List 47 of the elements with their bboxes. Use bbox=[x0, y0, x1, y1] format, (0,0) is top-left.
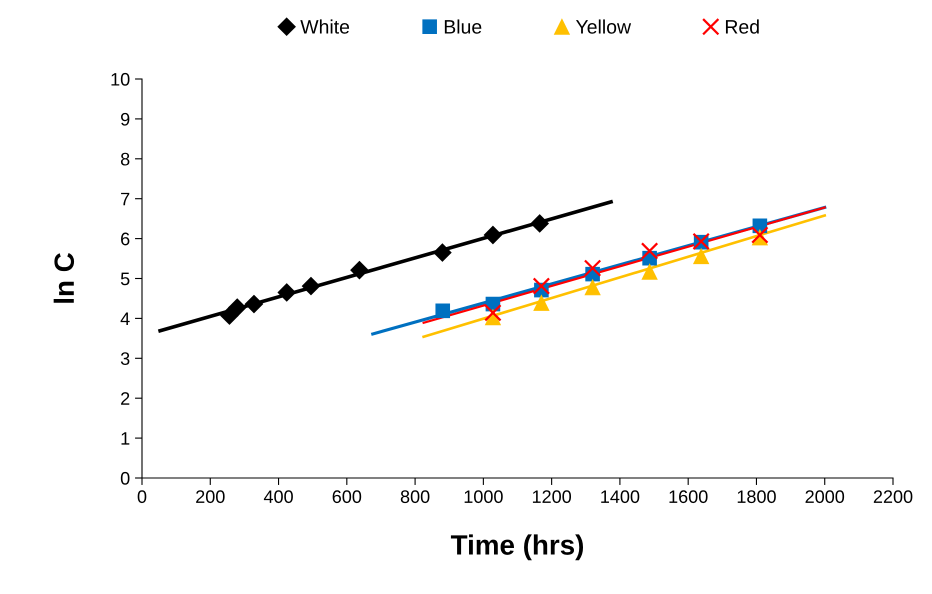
legend-label: White bbox=[300, 19, 350, 34]
x-axis-title: Time (hrs) bbox=[450, 534, 584, 560]
point bbox=[532, 277, 550, 295]
y-tick-label: 9 bbox=[121, 112, 130, 126]
x-tick-label: 2200 bbox=[874, 490, 912, 504]
point bbox=[278, 283, 296, 302]
x-tick-label: 400 bbox=[264, 490, 293, 504]
point bbox=[584, 279, 601, 296]
y-tick-label: 8 bbox=[120, 152, 130, 166]
point bbox=[484, 226, 502, 244]
point bbox=[530, 214, 549, 233]
legend-label: Yellow bbox=[576, 19, 632, 34]
x-tick-label: 800 bbox=[400, 490, 430, 504]
point bbox=[244, 294, 264, 314]
y-tick-label: 10 bbox=[111, 72, 130, 86]
y-axis-title: ln C bbox=[54, 253, 74, 303]
y-tick-label: 7 bbox=[121, 192, 130, 206]
point bbox=[484, 304, 502, 322]
point bbox=[584, 259, 602, 277]
x-tick-label: 0 bbox=[138, 490, 146, 504]
y-tick-label: 3 bbox=[120, 352, 130, 366]
y-tick-label: 4 bbox=[120, 312, 130, 325]
x-tick-label: 1600 bbox=[669, 490, 708, 504]
point bbox=[693, 248, 710, 264]
point bbox=[435, 304, 450, 318]
point bbox=[350, 260, 369, 280]
point bbox=[751, 226, 769, 244]
point bbox=[640, 242, 658, 260]
x-tick-label: 1800 bbox=[738, 490, 776, 504]
x-tick-label: 2000 bbox=[806, 490, 844, 504]
x-tick-label: 600 bbox=[332, 490, 362, 504]
legend-label: Red bbox=[726, 19, 759, 34]
y-tick-label: 2 bbox=[121, 392, 130, 405]
y-tick-label: 1 bbox=[122, 432, 130, 445]
point bbox=[533, 294, 550, 311]
x-tick-label: 1400 bbox=[601, 490, 640, 504]
legend-label: Blue bbox=[444, 19, 482, 34]
point bbox=[228, 298, 246, 317]
x-tick-label: 1000 bbox=[464, 490, 503, 504]
point bbox=[642, 264, 658, 280]
x-tick-label: 200 bbox=[196, 490, 225, 504]
point bbox=[433, 243, 452, 262]
y-tick-label: 0 bbox=[120, 472, 130, 485]
y-tick-label: 6 bbox=[121, 232, 130, 246]
y-tick-label: 5 bbox=[120, 272, 130, 286]
x-tick-label: 1200 bbox=[532, 490, 572, 504]
point bbox=[302, 276, 320, 296]
